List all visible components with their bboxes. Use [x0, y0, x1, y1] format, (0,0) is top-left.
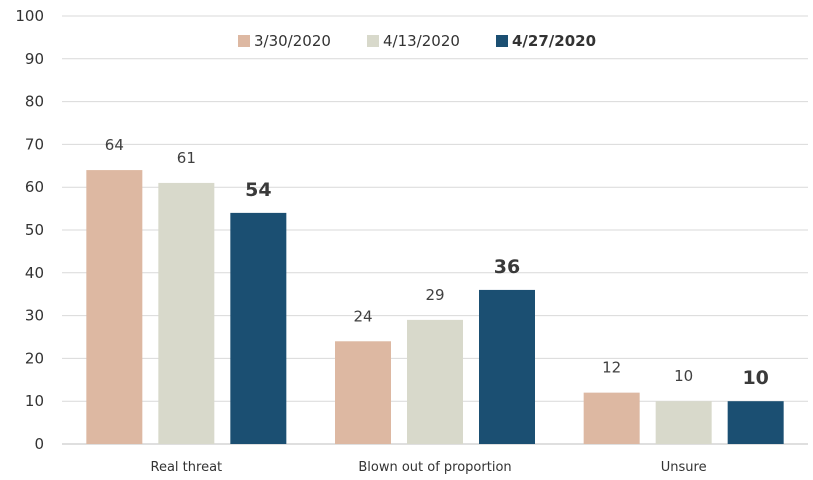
bar-real-threat-4-13-2020: [158, 182, 215, 445]
y-tick-label: 100: [15, 7, 44, 25]
x-category-label: Blown out of proportion: [358, 460, 511, 475]
data-label: 54: [245, 179, 271, 201]
bar-blown-out-of-proportion-4-13-2020: [407, 319, 463, 444]
legend-swatch-4-27-2020: [496, 35, 508, 47]
legend-swatch-4-13-2020: [367, 35, 379, 47]
data-labels: 64 61 54 24 29 36 12 10 10: [105, 136, 769, 389]
legend: 3/30/2020 4/13/2020 4/27/2020: [238, 32, 596, 50]
data-label: 10: [742, 367, 768, 389]
x-category-label: Real threat: [151, 460, 223, 475]
y-tick-label: 0: [34, 435, 44, 453]
legend-label: 4/13/2020: [383, 32, 460, 50]
y-tick-label: 80: [25, 93, 44, 111]
y-tick-label: 40: [25, 264, 44, 282]
x-category-label: Unsure: [661, 460, 707, 475]
y-tick-label: 50: [25, 221, 44, 239]
data-label: 10: [674, 367, 693, 385]
bar-unsure-3-30-2020: [583, 392, 640, 444]
legend-label: 3/30/2020: [254, 32, 331, 50]
data-label: 24: [353, 307, 372, 325]
bars: [86, 170, 784, 445]
data-label: 61: [177, 149, 196, 167]
bar-real-threat-4-27-2020: [230, 212, 287, 444]
y-tick-label: 10: [25, 392, 44, 410]
bar-blown-out-of-proportion-3-30-2020: [335, 341, 391, 444]
x-axis: Real threat Blown out of proportion Unsure: [151, 460, 707, 475]
legend-label: 4/27/2020: [512, 32, 596, 50]
legend-swatch-3-30-2020: [238, 35, 250, 47]
data-label: 64: [105, 136, 124, 154]
bar-unsure-4-13-2020: [655, 401, 712, 444]
data-label: 36: [494, 256, 520, 278]
y-tick-label: 30: [25, 307, 44, 325]
bar-unsure-4-27-2020: [727, 401, 784, 444]
y-tick-label: 70: [25, 135, 44, 153]
data-label: 29: [425, 286, 444, 304]
y-tick-label: 20: [25, 349, 44, 367]
data-label: 12: [602, 359, 621, 377]
y-axis: 0 10 20 30 40 50 60 70 80 90 100: [15, 7, 44, 453]
y-tick-label: 60: [25, 178, 44, 196]
bar-real-threat-3-30-2020: [86, 170, 143, 444]
bar-blown-out-of-proportion-4-27-2020: [479, 289, 535, 444]
y-tick-label: 90: [25, 50, 44, 68]
